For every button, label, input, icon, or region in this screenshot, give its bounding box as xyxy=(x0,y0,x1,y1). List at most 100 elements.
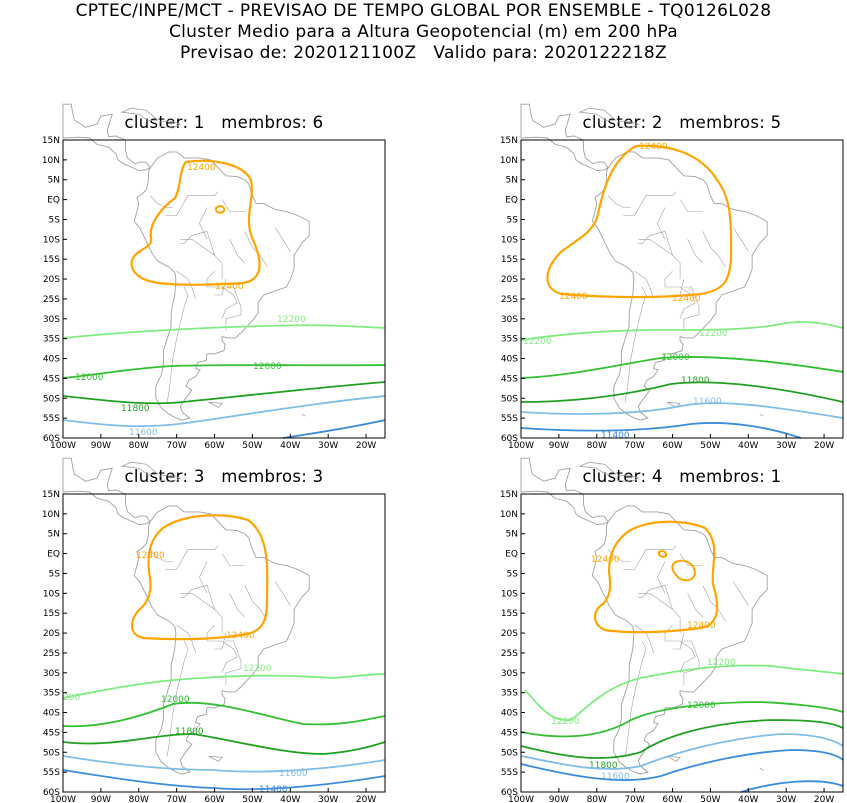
country-border xyxy=(683,640,700,685)
lat-tick-label: 10N xyxy=(500,510,518,520)
lon-tick-label: 30W xyxy=(776,795,796,803)
coastline xyxy=(62,457,310,775)
contour-12400-small xyxy=(657,550,668,558)
lat-tick-label: 50S xyxy=(43,394,60,404)
lat-tick-label: 20S xyxy=(43,275,60,285)
country-border xyxy=(672,633,685,650)
contour-label: 11400 xyxy=(601,431,630,441)
map-panel-2: 12400 12400 12400 12200 12200 12000 1180… xyxy=(500,103,844,451)
panel-3-title: cluster: 3 membros: 3 xyxy=(124,467,324,486)
coastline-central-america xyxy=(62,103,151,172)
country-border xyxy=(166,640,189,757)
contour-12200 xyxy=(62,673,386,699)
lat-tick-label: 40S xyxy=(43,355,60,365)
contour-label: 12200 xyxy=(707,658,736,668)
lat-tick-label: 20S xyxy=(43,629,60,639)
lat-tick-label: 55S xyxy=(43,768,60,778)
lon-tick-label: 70W xyxy=(166,441,186,451)
lat-tick-label: 30S xyxy=(43,315,60,325)
contour-11800 xyxy=(62,733,386,755)
lat-tick-label: EQ xyxy=(505,196,518,206)
contour-11600 xyxy=(520,402,844,419)
lon-tick-label: 60W xyxy=(662,795,682,803)
figure-title-line2: Cluster Medio para a Altura Geopotencial… xyxy=(168,22,679,42)
lat-tick-label: 35S xyxy=(43,689,60,699)
country-border xyxy=(638,585,673,610)
country-border xyxy=(199,561,208,594)
lat-tick-label: 45S xyxy=(501,374,518,384)
country-border xyxy=(623,545,677,570)
coastline-south-america xyxy=(591,505,768,775)
contour-11400 xyxy=(520,422,802,439)
lon-tick-label: 90W xyxy=(549,795,569,803)
country-border xyxy=(638,231,673,256)
lat-tick-label: 40S xyxy=(43,709,60,719)
lat-tick-label: 5N xyxy=(48,176,60,186)
country-border xyxy=(664,270,673,287)
contour-label: 12000 xyxy=(161,695,190,705)
coastline-island xyxy=(120,107,159,122)
contour-label: 12000 xyxy=(253,362,282,372)
lat-tick-label: 10S xyxy=(43,235,60,245)
panel-1-title: cluster: 1 membros: 6 xyxy=(124,113,324,132)
contour-label: 12400 xyxy=(672,294,701,304)
country-border xyxy=(165,191,219,216)
contour-12400 xyxy=(130,514,269,641)
contour-12000 xyxy=(520,356,844,379)
contour-label: 12200 xyxy=(277,315,306,325)
lat-tick-label: 60S xyxy=(501,788,518,798)
country-border xyxy=(665,286,696,319)
contour-label: 200 xyxy=(63,693,80,703)
lat-tick-label: 15N xyxy=(42,136,60,146)
country-border xyxy=(638,239,681,280)
lon-tick-label: 80W xyxy=(587,795,607,803)
country-border xyxy=(180,239,223,280)
country-border xyxy=(199,207,208,240)
coastline-island xyxy=(759,413,764,417)
lat-tick-label: 15N xyxy=(500,490,518,500)
lat-tick-label: 55S xyxy=(501,768,518,778)
country-border xyxy=(657,561,666,594)
lon-tick-label: 50W xyxy=(242,795,262,803)
lat-tick-label: 50S xyxy=(43,748,60,758)
coastline-central-america xyxy=(520,103,609,172)
coastline-south-america xyxy=(133,505,310,775)
lat-tick-label: 15S xyxy=(501,255,518,265)
lon-tick-label: 50W xyxy=(700,795,720,803)
lat-tick-label: 60S xyxy=(43,788,60,798)
lon-tick-label: 60W xyxy=(204,441,224,451)
country-border xyxy=(657,207,666,240)
lon-tick-label: 50W xyxy=(242,441,262,451)
contour-11400 xyxy=(282,419,386,439)
country-border xyxy=(638,593,681,634)
figure-title-line1: CPTEC/INPE/MCT - PREVISAO DE TEMPO GLOBA… xyxy=(75,1,772,21)
lat-tick-label: 15N xyxy=(500,136,518,146)
contour-label: 11400 xyxy=(259,785,288,795)
lat-tick-label: 15S xyxy=(43,609,60,619)
coastline-central-america xyxy=(520,457,609,526)
country-border xyxy=(229,239,246,264)
country-border xyxy=(176,624,196,653)
country-border xyxy=(214,633,227,650)
coastline-island xyxy=(208,755,223,762)
lat-tick-label: 15N xyxy=(42,490,60,500)
country-border xyxy=(149,195,173,208)
contour-label: 11600 xyxy=(129,428,158,438)
lat-tick-label: 10S xyxy=(501,235,518,245)
country-border xyxy=(634,624,654,653)
map-panel-4: 12400 12400 12200 12200 12000 11800 1160… xyxy=(500,457,844,803)
lat-tick-label: 40S xyxy=(501,709,518,719)
coastline-island xyxy=(301,413,306,417)
contour-label: 12000 xyxy=(75,373,104,383)
coastline-island xyxy=(759,767,764,771)
coastline-central-america xyxy=(62,457,151,526)
lat-tick-label: 55S xyxy=(501,414,518,424)
coastline-island xyxy=(617,120,640,129)
country-border xyxy=(623,191,677,216)
country-border xyxy=(180,231,215,256)
contour-label: 11800 xyxy=(681,376,710,386)
contour-label: 12200 xyxy=(551,717,580,727)
contour-label: 12400 xyxy=(215,282,244,292)
lat-tick-label: 20S xyxy=(501,275,518,285)
lat-tick-label: 5N xyxy=(506,176,518,186)
